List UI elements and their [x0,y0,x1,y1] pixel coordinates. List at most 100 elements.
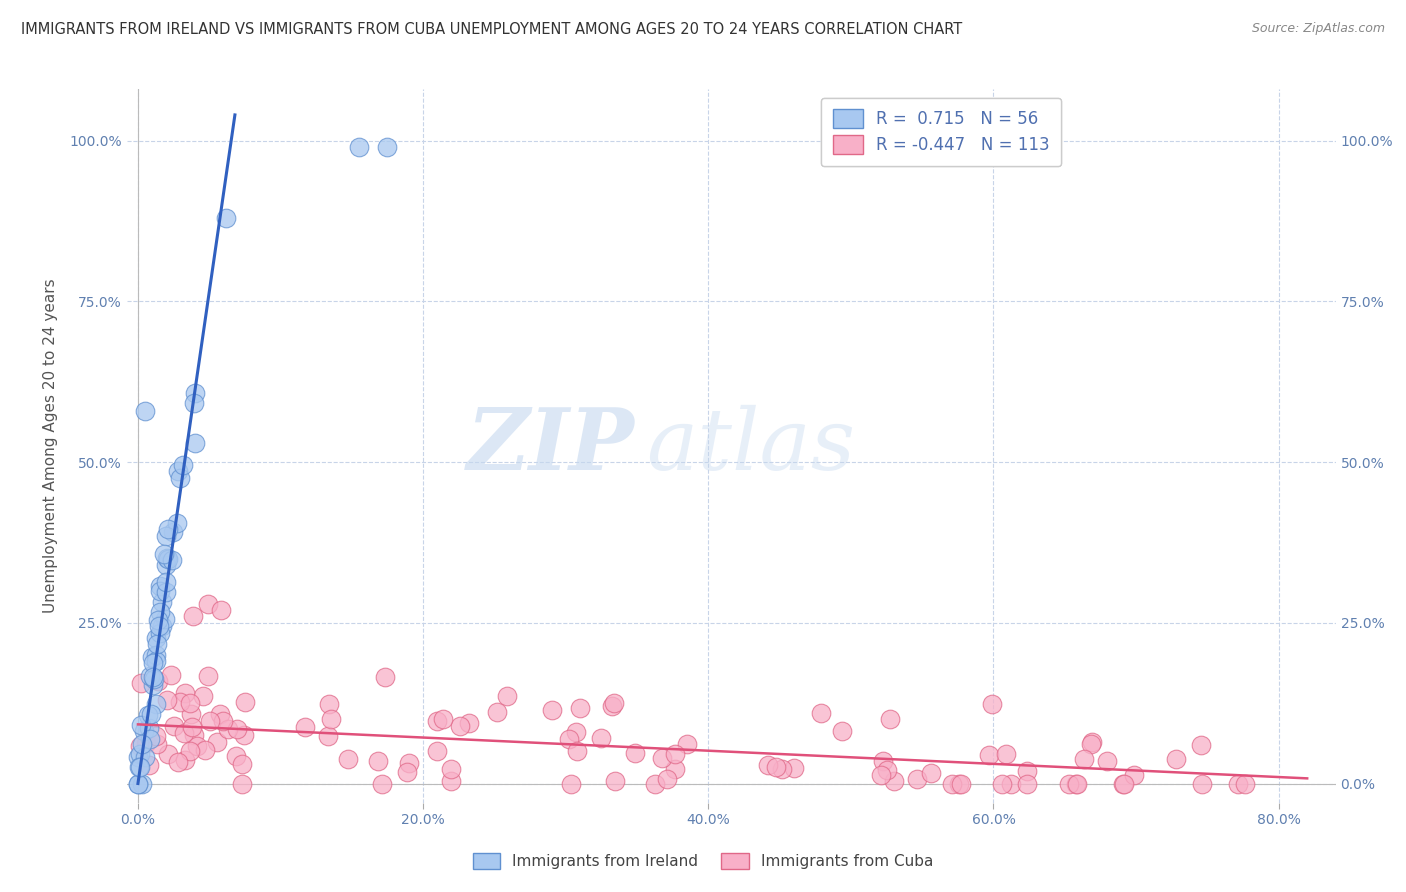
Legend: R =  0.715   N = 56, R = -0.447   N = 113: R = 0.715 N = 56, R = -0.447 N = 113 [821,97,1062,166]
Point [128,739,150,753]
Point [145,654,167,668]
Point [370,776,392,790]
Point [183,728,205,742]
Point [179,696,201,710]
Point [205,735,228,749]
Point [146,637,169,651]
Point [145,729,167,743]
Point [1064,776,1087,790]
Point [128,747,150,761]
Point [174,752,197,766]
Point [138,669,160,683]
Point [156,551,179,566]
Point [294,720,316,734]
Point [872,754,894,768]
Point [603,697,626,711]
Point [1095,755,1118,769]
Point [138,721,160,735]
Point [495,689,517,703]
Point [1057,776,1080,790]
Point [149,605,172,619]
Point [174,686,197,700]
Point [200,714,222,728]
Point [676,737,699,751]
Point [145,648,167,662]
Point [425,743,447,757]
Point [373,670,395,684]
Point [160,668,183,682]
Point [426,714,449,728]
Point [138,758,160,772]
Point [941,776,963,790]
Point [149,625,172,640]
Point [149,583,172,598]
Point [148,579,170,593]
Point [347,140,370,154]
Point [1081,734,1104,748]
Point [235,695,257,709]
Point [948,776,970,790]
Point [600,698,623,713]
Point [318,698,340,712]
Point [991,776,1014,790]
Point [231,776,253,790]
Point [377,140,399,154]
Point [136,708,159,723]
Point [920,766,942,780]
Point [139,706,162,721]
Point [1066,776,1088,790]
Point [127,749,149,764]
Point [148,619,170,633]
Point [765,760,787,774]
Point [131,776,153,790]
Text: atlas: atlas [647,405,856,487]
Point [1191,776,1213,790]
Point [1080,737,1102,751]
Point [316,730,339,744]
Point [142,670,165,684]
Point [209,603,232,617]
Point [131,737,153,751]
Point [321,712,343,726]
Point [183,396,205,410]
Point [225,748,247,763]
Point [131,676,153,690]
Point [217,723,239,737]
Point [181,720,204,734]
Point [831,724,853,739]
Point [231,757,253,772]
Point [160,552,183,566]
Point [651,751,673,765]
Point [172,458,194,472]
Point [129,718,152,732]
Point [139,731,162,746]
Point [1123,768,1146,782]
Point [146,738,169,752]
Text: Source: ZipAtlas.com: Source: ZipAtlas.com [1251,22,1385,36]
Point [146,673,169,688]
Point [145,698,167,712]
Point [179,744,201,758]
Point [565,724,588,739]
Point [145,631,167,645]
Point [783,761,806,775]
Point [1227,776,1250,790]
Point [155,529,177,543]
Point [1073,752,1095,766]
Point [155,693,177,707]
Point [565,743,588,757]
Point [398,756,420,771]
Point [876,763,898,777]
Point [949,776,972,790]
Point [569,701,592,715]
Point [162,524,184,539]
Text: ZIP: ZIP [467,404,634,488]
Point [142,678,165,692]
Point [167,464,190,478]
Point [1234,776,1257,790]
Point [155,585,177,599]
Point [180,707,202,722]
Point [995,747,1018,762]
Point [1017,764,1039,778]
Point [664,762,686,776]
